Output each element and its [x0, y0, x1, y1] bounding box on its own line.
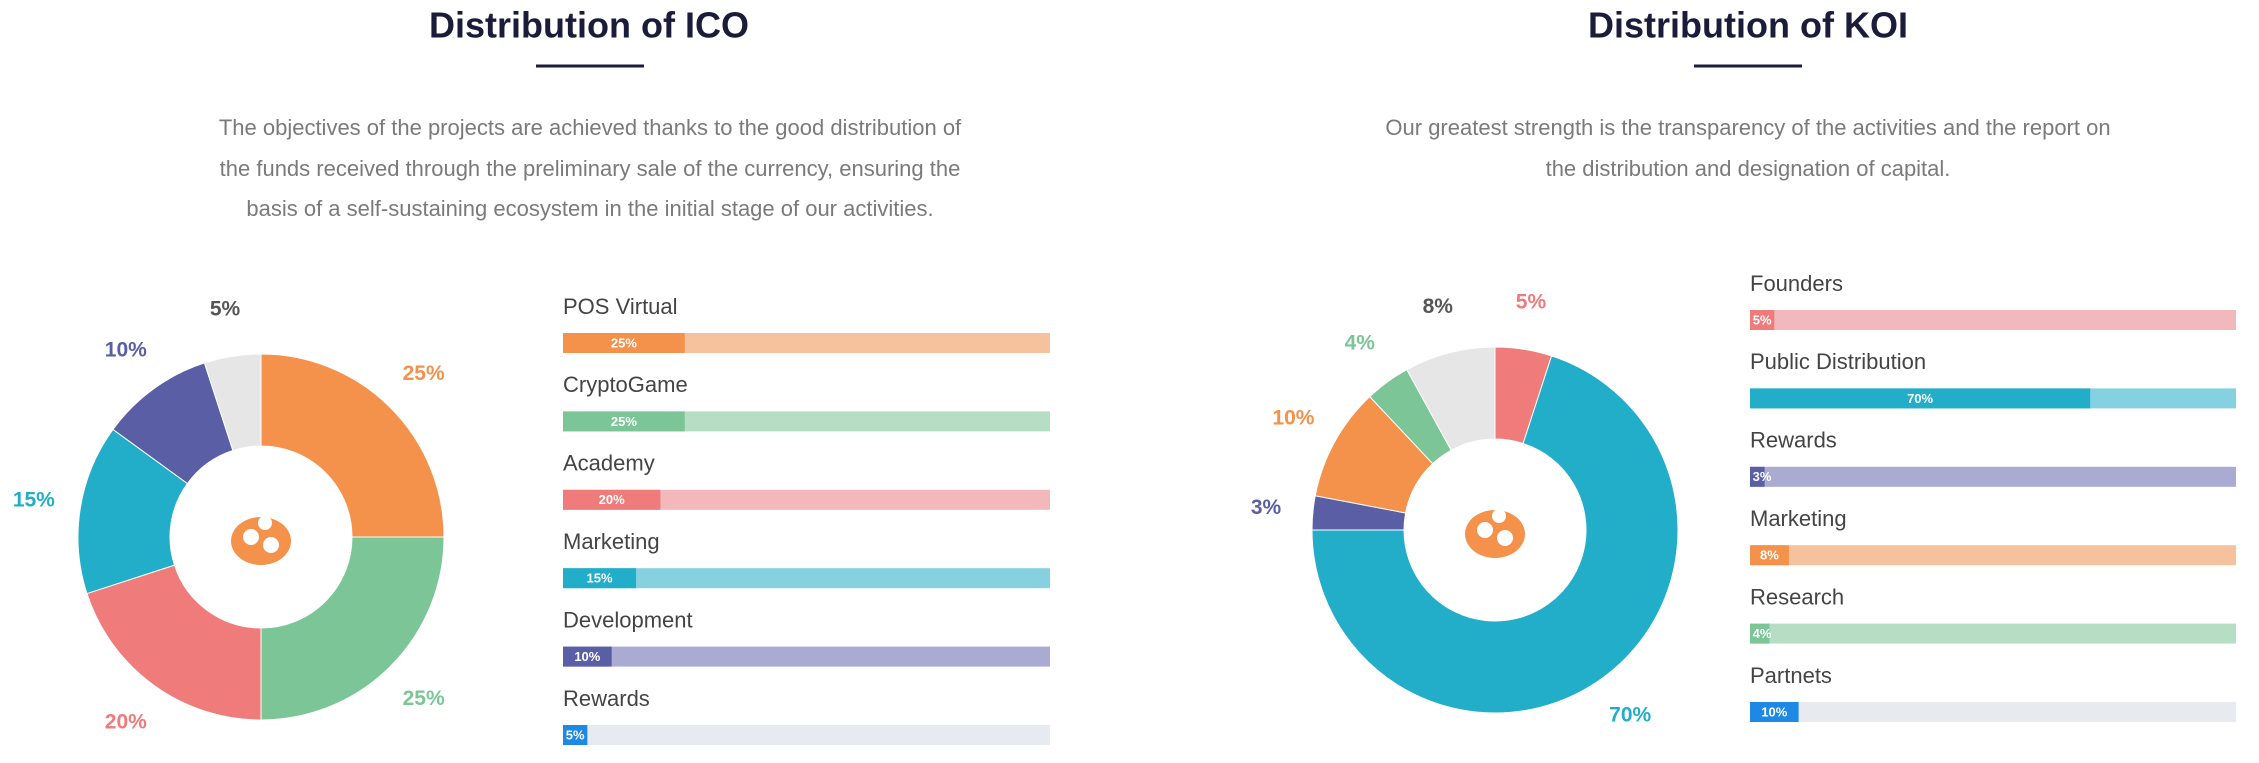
bar-value-label: 3%	[1753, 469, 1772, 484]
bar-track	[563, 568, 1050, 589]
bar-track	[1750, 310, 2236, 330]
donut-slice	[1311, 355, 1679, 714]
description: Our greatest strength is the transparenc…	[1385, 115, 2111, 181]
bar	[1750, 466, 1765, 487]
bar-track	[563, 725, 1050, 745]
category-label: CryptoGame	[563, 372, 688, 397]
donut-slice	[1406, 346, 1496, 451]
slice-label: 4%	[1345, 331, 1376, 354]
slice-label: 70%	[1609, 704, 1651, 727]
donut-slice	[260, 353, 445, 538]
bar	[1750, 310, 1775, 330]
donut-slice	[203, 353, 262, 452]
category-label: Rewards	[563, 686, 650, 711]
category-label: Research	[1750, 584, 1844, 609]
slice-label: 8%	[1423, 295, 1454, 318]
category-label: Academy	[563, 451, 655, 476]
category-label: POS Virtual	[563, 294, 678, 319]
slice-label: 25%	[403, 362, 445, 385]
slice-label: 25%	[403, 687, 445, 710]
category-label: Public Distribution	[1750, 349, 1926, 374]
slice-label: 3%	[1251, 496, 1282, 519]
bar-track	[563, 489, 1050, 510]
bar-value-label: 10%	[1761, 704, 1787, 719]
category-label: Marketing	[563, 529, 660, 554]
category-label: Rewards	[1750, 428, 1837, 453]
bar-value-label: 20%	[599, 492, 625, 507]
slice-label: 10%	[1272, 407, 1314, 430]
bar-value-label: 25%	[611, 414, 637, 429]
bar-track	[1750, 702, 2236, 722]
bar-track	[1750, 545, 2236, 566]
donut-slice	[260, 536, 445, 721]
slice-label: 15%	[13, 489, 55, 512]
bar	[563, 568, 637, 589]
donut-slice	[77, 428, 189, 595]
slice-label: 10%	[105, 338, 147, 361]
logo	[1465, 509, 1525, 558]
bar	[563, 646, 612, 667]
bar-value-label: 70%	[1907, 391, 1933, 406]
bar	[563, 489, 661, 510]
bar	[563, 333, 685, 353]
slice-label: 5%	[210, 297, 241, 320]
chart-title: Distribution of ICO	[429, 5, 749, 46]
category-label: Partnets	[1750, 663, 1832, 688]
bar-value-label: 5%	[566, 727, 585, 742]
bar	[563, 411, 685, 432]
chart-title: Distribution of KOI	[1588, 5, 1908, 46]
category-label: Founders	[1750, 271, 1843, 296]
slice-label: 5%	[1516, 290, 1547, 313]
bar-track	[563, 646, 1050, 667]
bar-track	[1750, 623, 2236, 644]
bar	[1750, 545, 1789, 566]
bar-value-label: 10%	[574, 649, 600, 664]
bar-value-label: 4%	[1753, 626, 1772, 641]
bar-value-label: 25%	[611, 335, 637, 350]
slice-label: 20%	[105, 711, 147, 734]
category-label: Development	[563, 607, 693, 632]
bar-value-label: 5%	[1753, 312, 1772, 327]
bar-value-label: 8%	[1760, 548, 1779, 563]
bar	[1750, 702, 1799, 722]
bar-track	[1750, 466, 2236, 487]
donut-slice	[86, 564, 262, 721]
bar	[563, 725, 588, 745]
category-label: Marketing	[1750, 506, 1847, 531]
description: The objectives of the projects are achie…	[218, 115, 962, 221]
bar-value-label: 15%	[587, 571, 613, 586]
logo	[231, 516, 291, 565]
bar	[1750, 388, 2091, 409]
bar	[1750, 623, 1770, 644]
